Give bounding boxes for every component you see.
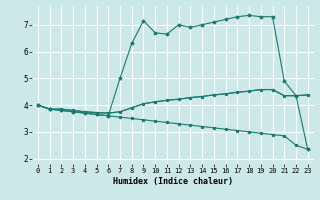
X-axis label: Humidex (Indice chaleur): Humidex (Indice chaleur) [113,177,233,186]
